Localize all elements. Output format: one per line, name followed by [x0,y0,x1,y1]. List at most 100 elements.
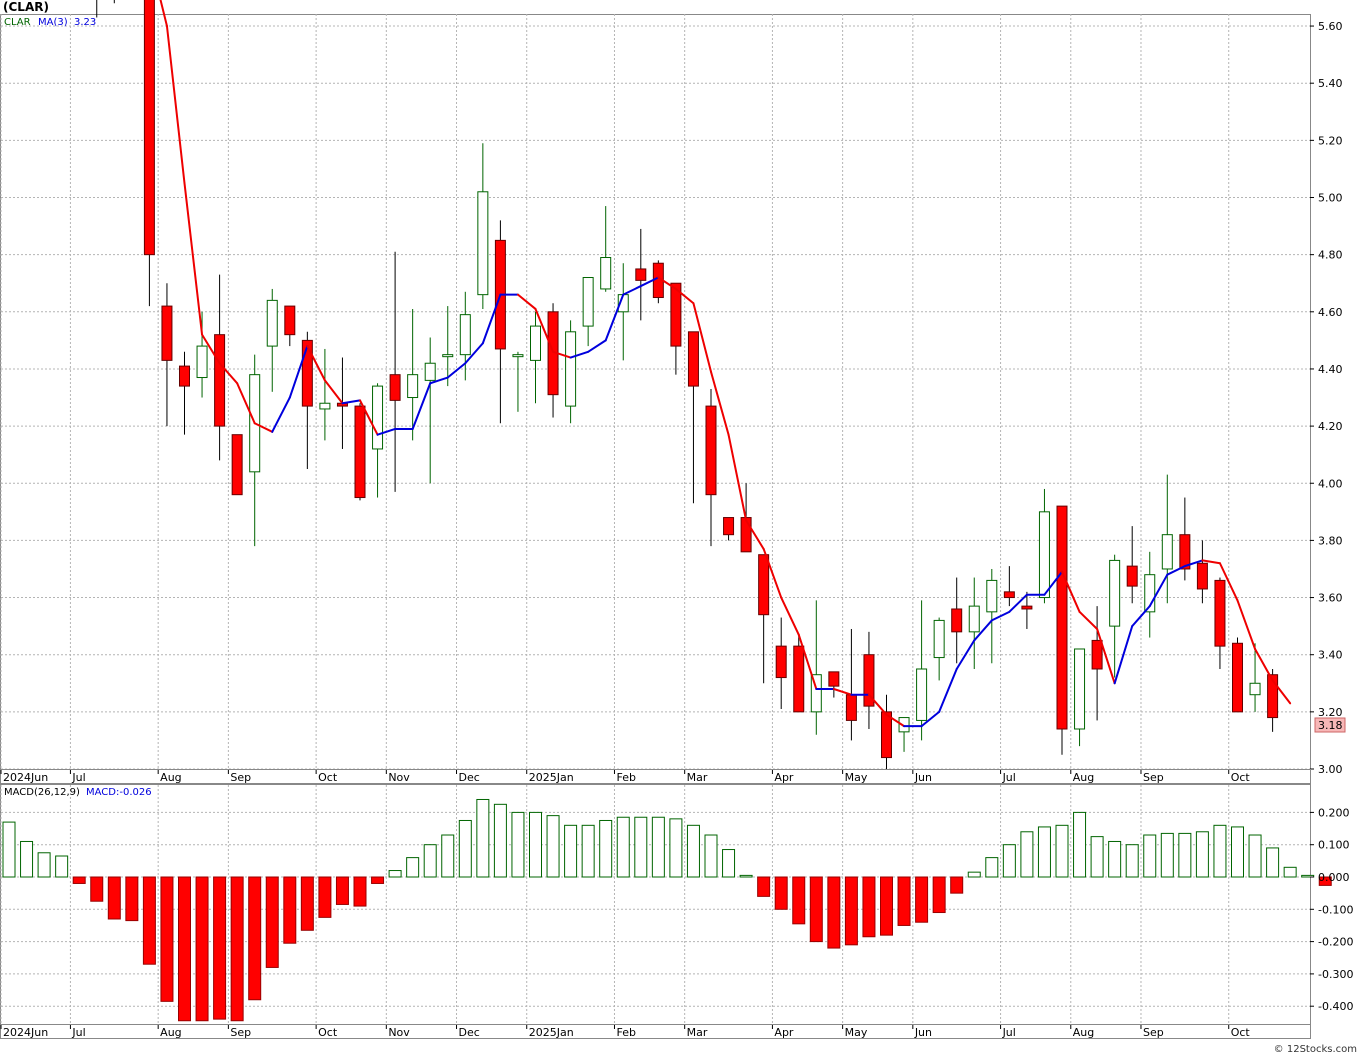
candle-body [1074,648,1086,730]
ma3-segment [464,342,484,365]
macd-bar [1318,876,1332,886]
price-tick-label: 4.60 [1318,306,1343,319]
ma3-segment [1254,647,1274,682]
ma3-line [159,0,1292,728]
ma3-segment [587,339,607,353]
macd-bar [441,834,455,878]
candlestick-series [96,0,1279,769]
macd-bar [20,840,34,878]
macd-bar [55,855,69,878]
macd-bar [932,876,946,914]
ma3-segment [1008,593,1028,613]
month-label: Mar [687,771,708,784]
macd-tick-label: -0.400 [1318,1000,1353,1013]
chart-title: (CLAR) [3,0,49,14]
ma3-segment [1218,562,1239,602]
candle-body [775,645,787,679]
candle-body [951,608,963,633]
candle-body [740,517,752,553]
month-label: Dec [459,771,480,784]
macd-bar [107,876,121,920]
ma3-segment [797,633,818,690]
candle-body [1021,605,1033,610]
macd-bar [2,821,16,878]
candle-body [565,331,577,407]
macd-bar [178,876,191,1022]
macd-bar [1055,824,1069,878]
candle-body [459,314,471,356]
ma3-segment [341,399,361,405]
macd-bar [722,849,736,878]
macd-bar [230,876,244,1022]
macd-bar [880,876,893,936]
price-tick-label: 4.40 [1318,363,1343,376]
price-legend: CLAR MA(3) 3.23 [4,17,96,28]
candle-body [1214,579,1226,647]
price-grid [0,14,1310,770]
month-label: Oct [318,771,338,784]
macd-bar [1178,832,1192,878]
macd-bar [1073,811,1087,878]
month-label: Aug [1073,771,1094,784]
macd-bar [142,876,156,965]
candle-body [1038,511,1050,599]
macd-bar [967,871,981,878]
month-label: Jul [71,1026,85,1039]
ma3-segment [516,293,537,310]
ma3-segment [938,667,958,713]
candle-body [143,0,155,256]
month-label: Jun [914,771,932,784]
price-tick-label: 5.00 [1318,192,1343,205]
ma3-segment [955,639,976,670]
price-tick-label: 3.60 [1318,592,1343,605]
candle-body [793,645,805,713]
month-label: Oct [1231,771,1251,784]
macd-bar [616,816,630,878]
ma3-segment [323,379,344,405]
macd-bar [669,818,683,878]
month-label: Dec [459,1026,480,1039]
candle-body [266,299,278,347]
candle-body [372,385,384,450]
candle-body [301,339,313,407]
ma3-segment [692,302,712,373]
candle-body [231,434,243,496]
ma3-segment [271,396,291,433]
macd-bar [90,876,104,902]
candle-body [284,305,296,336]
ma3-segment [218,362,239,385]
candle-body [1249,682,1261,696]
macd-bar [844,876,858,946]
macd-tick-label: -0.300 [1318,968,1353,981]
ma3-segment [780,596,800,636]
macd-bar [739,874,753,878]
candle-body [582,277,594,327]
macd-bar [125,876,139,922]
ma3-segment [359,399,379,436]
month-label: Nov [388,1026,410,1039]
macd-legend-value: MACD:-0.026 [86,787,152,798]
candle-body [1267,674,1279,719]
candle-body [828,671,840,687]
price-tick-label: 3.80 [1318,534,1343,547]
ma3-segment [1131,605,1151,628]
ma3-segment [762,547,783,599]
candle-body [1179,534,1191,570]
macd-bar [1090,836,1104,878]
ma3-segment [885,713,906,728]
macd-bar [1248,834,1262,878]
candle-body [863,654,875,707]
candle-body [881,711,892,759]
macd-bar [809,876,823,943]
candle-body [968,605,980,633]
macd-bar [248,876,262,1001]
ma3-segment [657,276,677,290]
month-label: Jul [71,771,85,784]
macd-bar [406,857,420,878]
ma3-segment [1271,679,1292,705]
ma3-segment [552,350,572,359]
macd-bar [265,876,279,968]
candle-body [424,362,436,381]
candle-body [196,345,208,379]
ma3-segment [569,350,590,359]
